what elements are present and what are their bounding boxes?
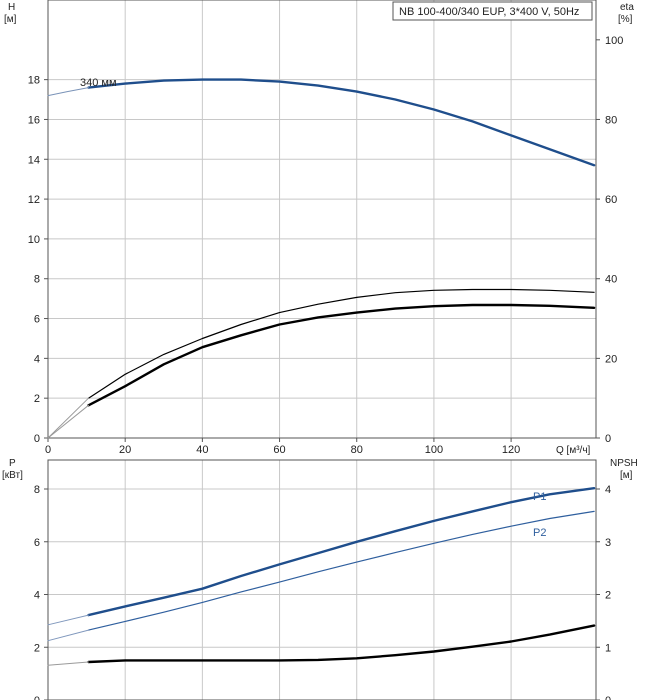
series-p2 xyxy=(87,510,595,631)
top-grid xyxy=(48,0,596,438)
top-plot-frame xyxy=(47,0,597,439)
p-axis-title: P xyxy=(9,458,16,469)
x-tick-label: 60 xyxy=(273,444,285,456)
top-right-ticks: 0 20 40 60 80 100 xyxy=(596,35,623,445)
series-eta-extension-2 xyxy=(47,404,89,439)
series-eta-pump xyxy=(87,303,596,407)
right-tick-label: 80 xyxy=(605,114,617,126)
series-eta-extension-1 xyxy=(47,397,89,439)
right-tick-label: 2 xyxy=(605,590,611,602)
right-tick-label: 20 xyxy=(605,353,617,365)
left-tick-label: 0 xyxy=(34,433,40,445)
left-tick-label: 8 xyxy=(34,484,40,496)
eta-axis-unit: [%] xyxy=(618,14,633,25)
npsh-axis-title: NPSH xyxy=(610,458,638,469)
top-series xyxy=(47,78,596,439)
bottom-series xyxy=(47,487,596,666)
right-tick-label: 4 xyxy=(605,484,611,496)
legend-text: NB 100-400/340 EUP, 3*400 V, 50Hz xyxy=(399,6,579,18)
npsh-axis-unit: [м] xyxy=(620,470,633,481)
right-tick-label: 0 xyxy=(605,433,611,445)
right-tick-label: 40 xyxy=(605,274,617,286)
series-p2-extension xyxy=(47,629,89,642)
x-tick-label: 100 xyxy=(425,444,443,456)
x-tick-label: 40 xyxy=(196,444,208,456)
top-left-ticks: 0 2 4 6 8 10 12 14 16 18 xyxy=(28,75,48,445)
eta-axis-title: eta xyxy=(620,2,634,13)
right-tick-label: 1 xyxy=(605,642,611,654)
left-tick-label: 8 xyxy=(34,274,40,286)
left-tick-label: 10 xyxy=(28,234,40,246)
right-tick-label: 60 xyxy=(605,194,617,206)
bottom-right-ticks: 0 1 2 3 4 xyxy=(596,484,611,700)
left-tick-label: 12 xyxy=(28,194,40,206)
x-tick-label: 0 xyxy=(45,444,51,456)
series-p1-extension xyxy=(47,614,89,626)
left-tick-label: 6 xyxy=(34,314,40,326)
right-tick-label: 3 xyxy=(605,537,611,549)
p1-curve-label: P1 xyxy=(533,491,546,503)
series-h-extension xyxy=(47,87,89,97)
h-axis-title: H xyxy=(8,2,15,13)
left-tick-label: 4 xyxy=(34,353,40,365)
series-h-340-мм xyxy=(87,78,596,167)
q-axis-title: Q [м³/ч] xyxy=(556,445,591,456)
left-tick-label: 2 xyxy=(34,642,40,654)
left-tick-label: 16 xyxy=(28,114,40,126)
bottom-plot-frame xyxy=(47,459,597,700)
bottom-grid xyxy=(48,460,596,700)
series-npsh xyxy=(87,624,596,664)
left-tick-label: 6 xyxy=(34,537,40,549)
left-tick-label: 14 xyxy=(28,154,40,166)
left-tick-label: 0 xyxy=(34,695,40,700)
legend-box: NB 100-400/340 EUP, 3*400 V, 50Hz xyxy=(392,1,593,21)
left-tick-label: 18 xyxy=(28,75,40,87)
series-eta-total xyxy=(87,288,595,399)
series-p1 xyxy=(87,487,596,617)
series-npsh-extension xyxy=(47,661,89,666)
x-ticks: 0 20 40 60 80 100 120 xyxy=(45,438,520,456)
p2-curve-label: P2 xyxy=(533,527,546,539)
left-tick-label: 4 xyxy=(34,590,40,602)
legend-frame xyxy=(392,1,593,21)
x-tick-label: 120 xyxy=(502,444,520,456)
right-tick-label: 100 xyxy=(605,35,623,47)
bottom-left-ticks: 0 2 4 6 8 xyxy=(34,484,48,700)
h-axis-unit: [м] xyxy=(4,14,17,25)
p-axis-unit: [кВт] xyxy=(2,470,23,481)
x-tick-label: 20 xyxy=(119,444,131,456)
h-curve-label: 340 мм xyxy=(80,77,117,89)
x-tick-label: 80 xyxy=(351,444,363,456)
right-tick-label: 0 xyxy=(605,695,611,700)
left-tick-label: 2 xyxy=(34,393,40,405)
